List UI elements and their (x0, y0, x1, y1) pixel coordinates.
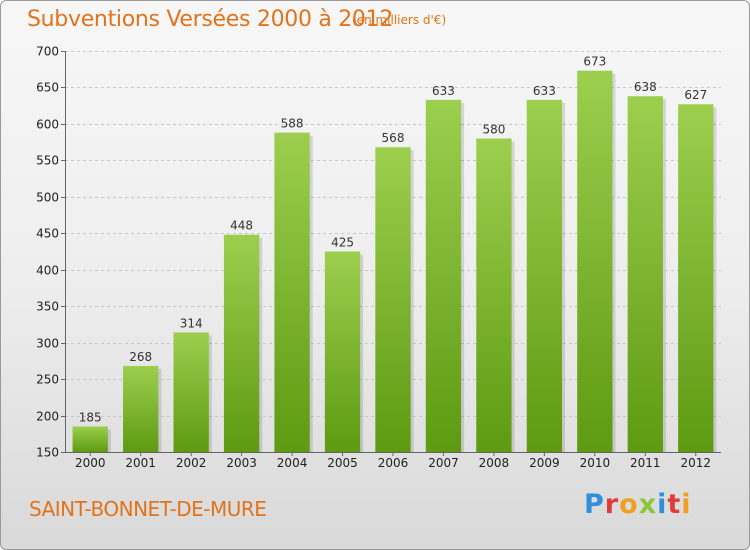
data-label: 185 (79, 410, 102, 424)
x-tick-label: 2005 (327, 456, 358, 470)
y-tick-label: 650 (36, 81, 59, 95)
bar (476, 138, 512, 452)
y-tick-label: 400 (36, 264, 59, 278)
data-label: 268 (129, 350, 152, 364)
data-label: 425 (331, 236, 354, 250)
logo-letter: r (604, 489, 620, 520)
y-tick-label: 600 (36, 118, 59, 132)
data-label: 627 (684, 88, 707, 102)
x-tick-label: 2009 (529, 456, 560, 470)
x-tick-label: 2003 (226, 456, 257, 470)
x-tick-label: 2001 (125, 456, 156, 470)
data-label: 580 (482, 122, 505, 136)
bar (72, 426, 108, 452)
data-label: 314 (180, 316, 203, 330)
y-tick-label: 700 (36, 45, 59, 59)
logo-letter: x (638, 489, 658, 520)
data-label: 633 (432, 84, 455, 98)
bar (425, 99, 462, 452)
labels: 150 200 250 300 350 400 450 500 550 600 650 700 185 2… (36, 45, 711, 471)
data-label: 568 (382, 131, 405, 145)
x-tick-label: 2004 (277, 456, 308, 470)
bars (72, 70, 717, 453)
bar (223, 234, 260, 452)
chart-subtitle: (en milliers d'€) (352, 13, 447, 27)
x-tick-label: 2000 (75, 456, 106, 470)
x-tick-label: 2011 (630, 456, 661, 470)
chart-title: Subventions Versées 2000 à 2012 (27, 7, 394, 32)
bar (173, 332, 209, 452)
logo-letter: o (619, 489, 639, 520)
bar (526, 99, 563, 452)
x-tick-label: 2007 (428, 456, 459, 470)
bar (678, 104, 714, 452)
y-tick-label: 350 (36, 300, 59, 314)
y-tick-label: 150 (36, 446, 59, 460)
x-tick-label: 2010 (580, 456, 611, 470)
logo-letter: P (584, 489, 605, 520)
bar (324, 251, 361, 452)
logo-letter: t (667, 489, 682, 520)
axes (61, 51, 721, 456)
data-label: 638 (634, 80, 657, 94)
logo-letter: i (681, 489, 692, 520)
x-tick-label: 2008 (479, 456, 510, 470)
x-tick-label: 2006 (378, 456, 409, 470)
bar (577, 70, 613, 452)
y-tick-label: 300 (36, 337, 59, 351)
commune-name: SAINT-BONNET-DE-MURE (29, 497, 267, 521)
data-label: 673 (583, 55, 606, 69)
y-tick-label: 450 (36, 227, 59, 241)
bar (375, 147, 411, 453)
logo-letter: i (657, 489, 668, 520)
bar (274, 132, 310, 452)
y-tick-label: 250 (36, 373, 59, 387)
x-tick-label: 2002 (176, 456, 207, 470)
y-tick-label: 200 (36, 410, 59, 424)
data-label: 588 (281, 117, 304, 131)
bar (123, 365, 159, 452)
y-tick-label: 550 (36, 154, 59, 168)
data-label: 633 (533, 84, 556, 98)
bar (627, 96, 663, 452)
x-tick-label: 2012 (680, 456, 711, 470)
proxiti-logo: Proxiti (584, 489, 692, 520)
y-tick-label: 500 (36, 191, 59, 205)
data-label: 448 (230, 219, 253, 233)
